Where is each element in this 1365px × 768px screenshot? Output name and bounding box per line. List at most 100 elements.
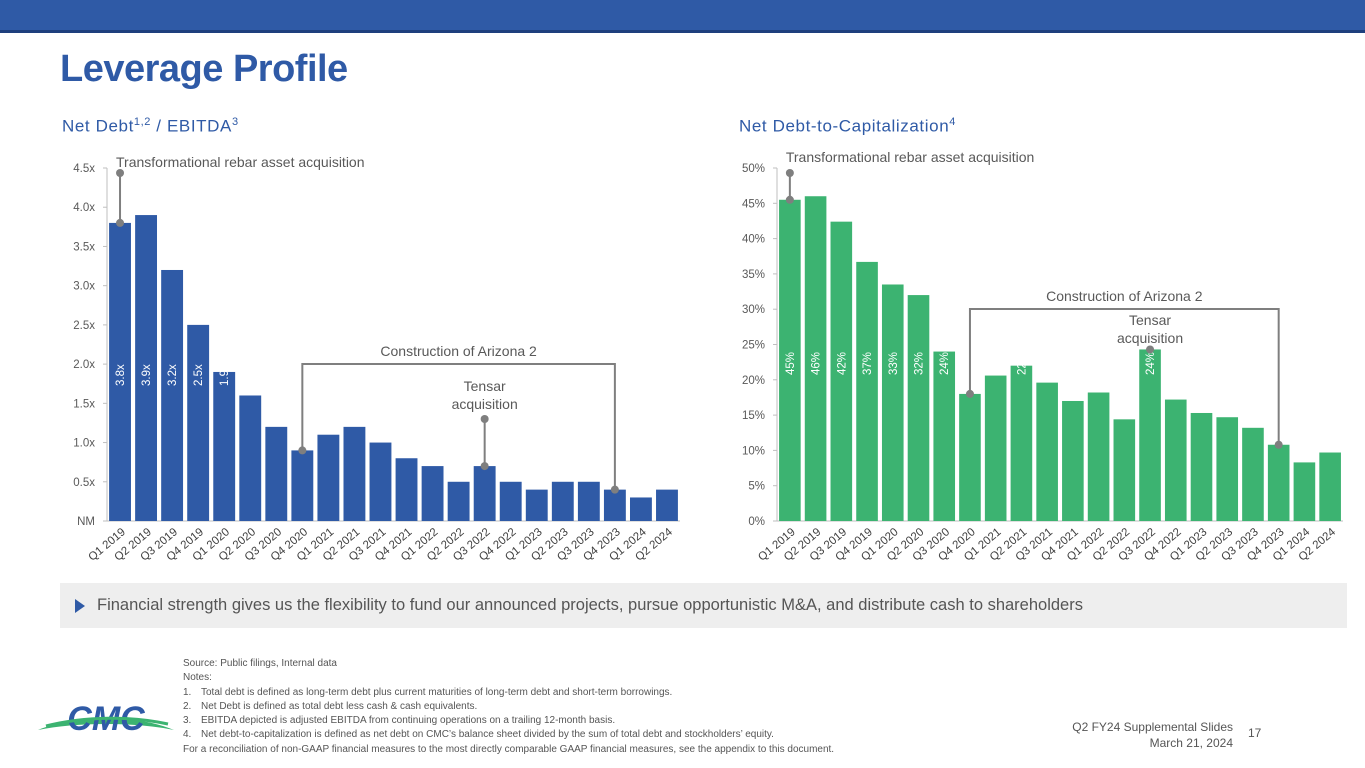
arizona-marker-dot	[1274, 440, 1283, 449]
bar-value-label: 33%	[888, 352, 900, 375]
y-tick-label: 2.0x	[73, 359, 95, 371]
right-chart-title-sup: 4	[949, 116, 956, 128]
bar-value-label: 1.0x	[375, 364, 387, 386]
bar	[161, 269, 184, 521]
bar-value-label: 0.5x	[558, 364, 570, 386]
bar	[1242, 427, 1264, 521]
right-chart-title: Net Debt-to-Capitalization4	[739, 116, 956, 137]
bar	[135, 215, 158, 522]
bar	[291, 450, 314, 521]
bar	[1139, 349, 1161, 521]
bar-value-label: 10%	[1325, 352, 1337, 375]
bar	[577, 481, 600, 521]
top-banner	[0, 0, 1365, 33]
bar-value-label: 0.7x	[428, 364, 440, 386]
bar	[1267, 444, 1290, 521]
footer-deck-name: Q2 FY24 Supplemental Slides	[1072, 720, 1233, 734]
acquisition-annotation: Transformational rebar asset acquisition	[116, 154, 365, 170]
acquisition-marker-dot	[785, 195, 794, 204]
bar	[525, 489, 548, 521]
bar	[779, 199, 801, 521]
tensar-annotation-line2: acquisition	[1117, 330, 1183, 346]
arizona-annotation: Construction of Arizona 2	[380, 343, 537, 359]
callout-banner: Financial strength gives us the flexibil…	[60, 583, 1347, 628]
y-tick-label: 4.0x	[73, 202, 95, 214]
bar-value-label: 1.2x	[271, 364, 283, 386]
bar-value-label: 0.5x	[506, 364, 518, 386]
reconciliation-note: For a reconciliation of non-GAAP financi…	[183, 743, 835, 755]
bullet-triangle-icon	[75, 599, 85, 613]
note-item: 3. EBITDA depicted is adjusted EBITDA fro…	[183, 714, 834, 728]
bar-value-label: 17%	[1068, 352, 1080, 375]
acquisition-marker-dot	[116, 218, 125, 227]
bar-value-label: 32%	[914, 352, 926, 375]
arizona-marker-dot	[965, 389, 974, 398]
bar-value-label: 18%	[965, 352, 977, 375]
bar-value-label: 18%	[1094, 352, 1106, 375]
note-item: 1. Total debt is defined as long-term deb…	[183, 686, 834, 700]
page-title: Leverage Profile	[60, 48, 348, 90]
bar	[109, 222, 131, 521]
bar-value-label: 15%	[1197, 352, 1209, 375]
left-chart-title-main: Net Debt	[62, 116, 134, 136]
y-tick-label: 1.0x	[73, 438, 95, 450]
left-chart-title-sup2: 3	[231, 116, 239, 128]
y-tick-label: 0%	[748, 516, 765, 528]
bar-value-label: 1.2x	[349, 364, 361, 386]
y-tick-label: 1.5x	[73, 398, 95, 410]
bar-value-label: 0.5x	[454, 364, 466, 386]
notes-heading: Notes:	[183, 672, 212, 684]
callout-text: Financial strength gives us the flexibil…	[97, 596, 1083, 614]
page-number: 17	[1248, 726, 1262, 740]
arizona-annotation: Construction of Arizona 2	[1046, 288, 1203, 304]
bar	[343, 426, 366, 521]
right-chart-title-main: Net Debt-to-Capitalization	[739, 116, 950, 136]
bar	[656, 489, 678, 521]
bar	[213, 371, 236, 521]
bar	[499, 481, 522, 521]
bar	[473, 466, 496, 521]
left-chart-title-sup1: 1,2	[133, 116, 151, 128]
bar-value-label: 20%	[1042, 352, 1054, 375]
bar-value-label: 3.9x	[141, 364, 153, 386]
bar	[1036, 382, 1058, 521]
bar-value-label: 24%	[939, 352, 951, 375]
note-item: 2. Net Debt is defined as total debt less…	[183, 700, 834, 714]
y-tick-label: 3.0x	[73, 281, 95, 293]
bar-value-label: 17%	[1171, 352, 1183, 375]
y-tick-label: 15%	[742, 410, 765, 422]
bar	[603, 489, 626, 521]
bar-value-label: 21%	[991, 352, 1003, 375]
bar-value-label: 46%	[811, 352, 823, 375]
y-tick-label: 20%	[742, 375, 765, 387]
bar	[187, 324, 210, 521]
y-tick-label: 5%	[748, 481, 765, 493]
footnotes: Source: Public filings, Internal data No…	[183, 657, 834, 757]
bar-value-label: 1.6x	[245, 364, 257, 386]
y-tick-label: 4.5x	[73, 163, 95, 175]
bar-value-label: 22%	[1016, 352, 1028, 375]
bar-value-label: 0.8x	[402, 364, 414, 386]
tensar-annotation-line1: Tensar	[1129, 312, 1171, 328]
note-number: 3.	[183, 715, 192, 727]
bar	[421, 466, 444, 521]
bar-value-label: 1.9x	[219, 364, 231, 386]
tensar-marker-dot	[1146, 345, 1155, 354]
bar-value-label: 14%	[1119, 352, 1131, 375]
note-number: 4.	[183, 729, 192, 741]
bar	[1087, 392, 1110, 521]
y-tick-label: 30%	[742, 304, 765, 316]
bar-value-label: 1.1x	[323, 364, 335, 386]
y-tick-label: 45%	[742, 198, 765, 210]
tensar-annotation-line1: Tensar	[464, 378, 506, 394]
note-number: 1.	[183, 686, 192, 698]
bar-value-label: 11%	[1274, 353, 1286, 375]
tensar-marker-dot	[480, 462, 489, 471]
bar-value-label: 0.5x	[584, 364, 596, 386]
bar	[1010, 365, 1033, 521]
y-tick-label: 25%	[742, 340, 765, 352]
bar	[1113, 419, 1136, 521]
tensar-annotation-line2: acquisition	[452, 396, 518, 412]
bar	[907, 295, 930, 521]
bar	[629, 497, 652, 521]
